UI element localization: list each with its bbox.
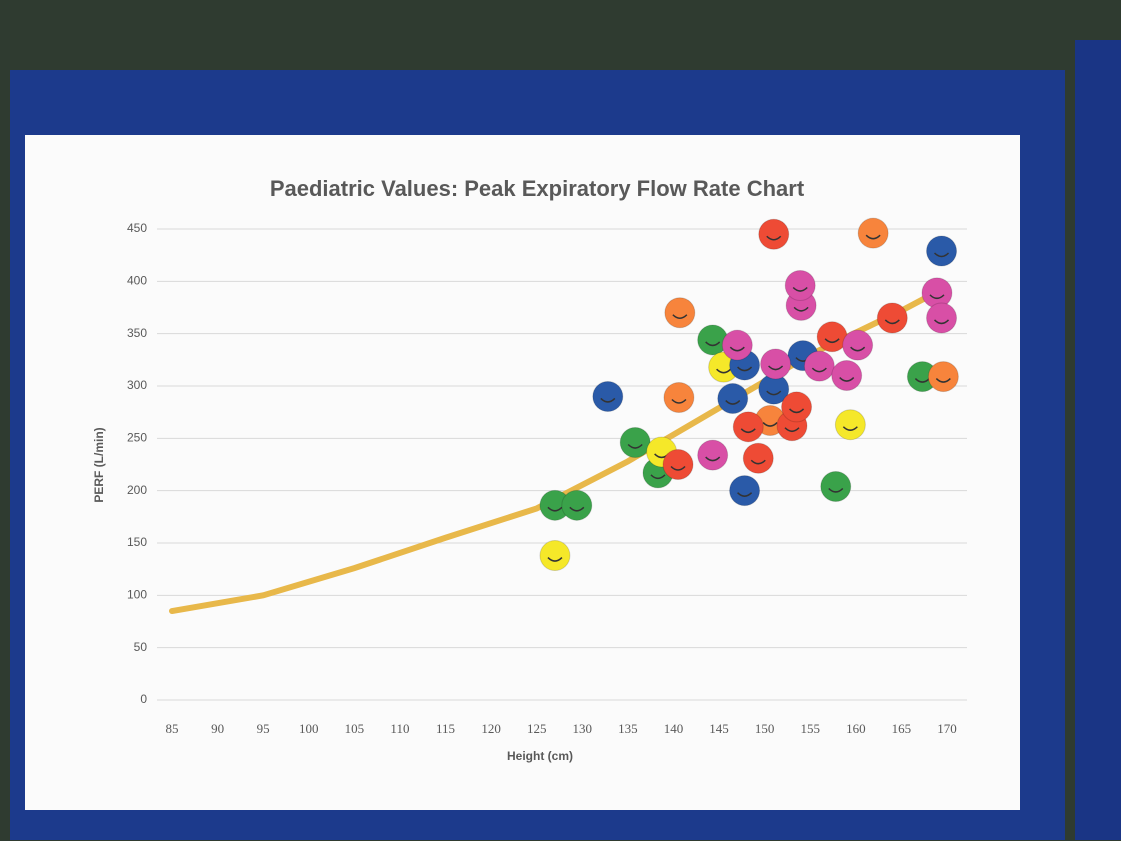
x-axis-label: Height (cm) bbox=[507, 749, 573, 763]
sticker bbox=[733, 412, 763, 442]
y-tick-label: 100 bbox=[127, 588, 147, 602]
sticker bbox=[821, 471, 851, 501]
sticker bbox=[858, 218, 888, 248]
x-tick-label: 160 bbox=[846, 721, 866, 736]
sticker bbox=[927, 303, 957, 333]
sticker bbox=[835, 410, 865, 440]
y-tick-label: 200 bbox=[127, 483, 147, 497]
sticker bbox=[665, 298, 695, 328]
y-tick-label: 150 bbox=[127, 535, 147, 549]
photo: Paediatric Values: Peak Expiratory Flow … bbox=[0, 0, 1121, 841]
sticker bbox=[698, 440, 728, 470]
sticker bbox=[877, 303, 907, 333]
y-tick-label: 300 bbox=[127, 378, 147, 392]
x-tick-label: 105 bbox=[345, 721, 365, 736]
sticker bbox=[664, 383, 694, 413]
sticker bbox=[593, 381, 623, 411]
sticker bbox=[927, 236, 957, 266]
sticker bbox=[759, 219, 789, 249]
x-tick-label: 100 bbox=[299, 721, 319, 736]
sticker bbox=[782, 392, 812, 422]
x-tick-label: 170 bbox=[937, 721, 957, 736]
sticker bbox=[620, 428, 650, 458]
sticker bbox=[761, 349, 791, 379]
sticker bbox=[722, 330, 752, 360]
x-tick-label: 120 bbox=[481, 721, 501, 736]
y-tick-label: 400 bbox=[127, 274, 147, 288]
sticker bbox=[540, 541, 570, 571]
x-tick-label: 85 bbox=[166, 721, 179, 736]
y-tick-label: 50 bbox=[134, 640, 148, 654]
sticker bbox=[743, 443, 773, 473]
sticker bbox=[785, 271, 815, 301]
y-tick-label: 250 bbox=[127, 431, 147, 445]
x-tick-label: 150 bbox=[755, 721, 775, 736]
x-tick-label: 140 bbox=[664, 721, 684, 736]
x-tick-label: 165 bbox=[892, 721, 912, 736]
x-tick-label: 115 bbox=[436, 721, 455, 736]
y-tick-label: 350 bbox=[127, 326, 147, 340]
sticker bbox=[928, 362, 958, 392]
x-tick-label: 135 bbox=[618, 721, 638, 736]
x-tick-label: 145 bbox=[709, 721, 729, 736]
sticker bbox=[843, 330, 873, 360]
sticker bbox=[663, 450, 693, 480]
x-tick-label: 95 bbox=[257, 721, 270, 736]
y-axis-label: PERF (L/min) bbox=[92, 427, 106, 502]
x-tick-label: 90 bbox=[211, 721, 224, 736]
x-tick-label: 125 bbox=[527, 721, 547, 736]
board-side bbox=[1075, 40, 1121, 840]
y-tick-label: 0 bbox=[140, 692, 147, 706]
sticker bbox=[730, 476, 760, 506]
x-tick-label: 130 bbox=[573, 721, 593, 736]
sticker bbox=[718, 384, 748, 414]
x-tick-label: 110 bbox=[390, 721, 409, 736]
x-tick-label: 155 bbox=[800, 721, 820, 736]
sticker bbox=[832, 361, 862, 391]
chart-title: Paediatric Values: Peak Expiratory Flow … bbox=[270, 176, 805, 201]
y-tick-label: 450 bbox=[127, 221, 147, 235]
sticker bbox=[562, 490, 592, 520]
sticker bbox=[804, 351, 834, 381]
